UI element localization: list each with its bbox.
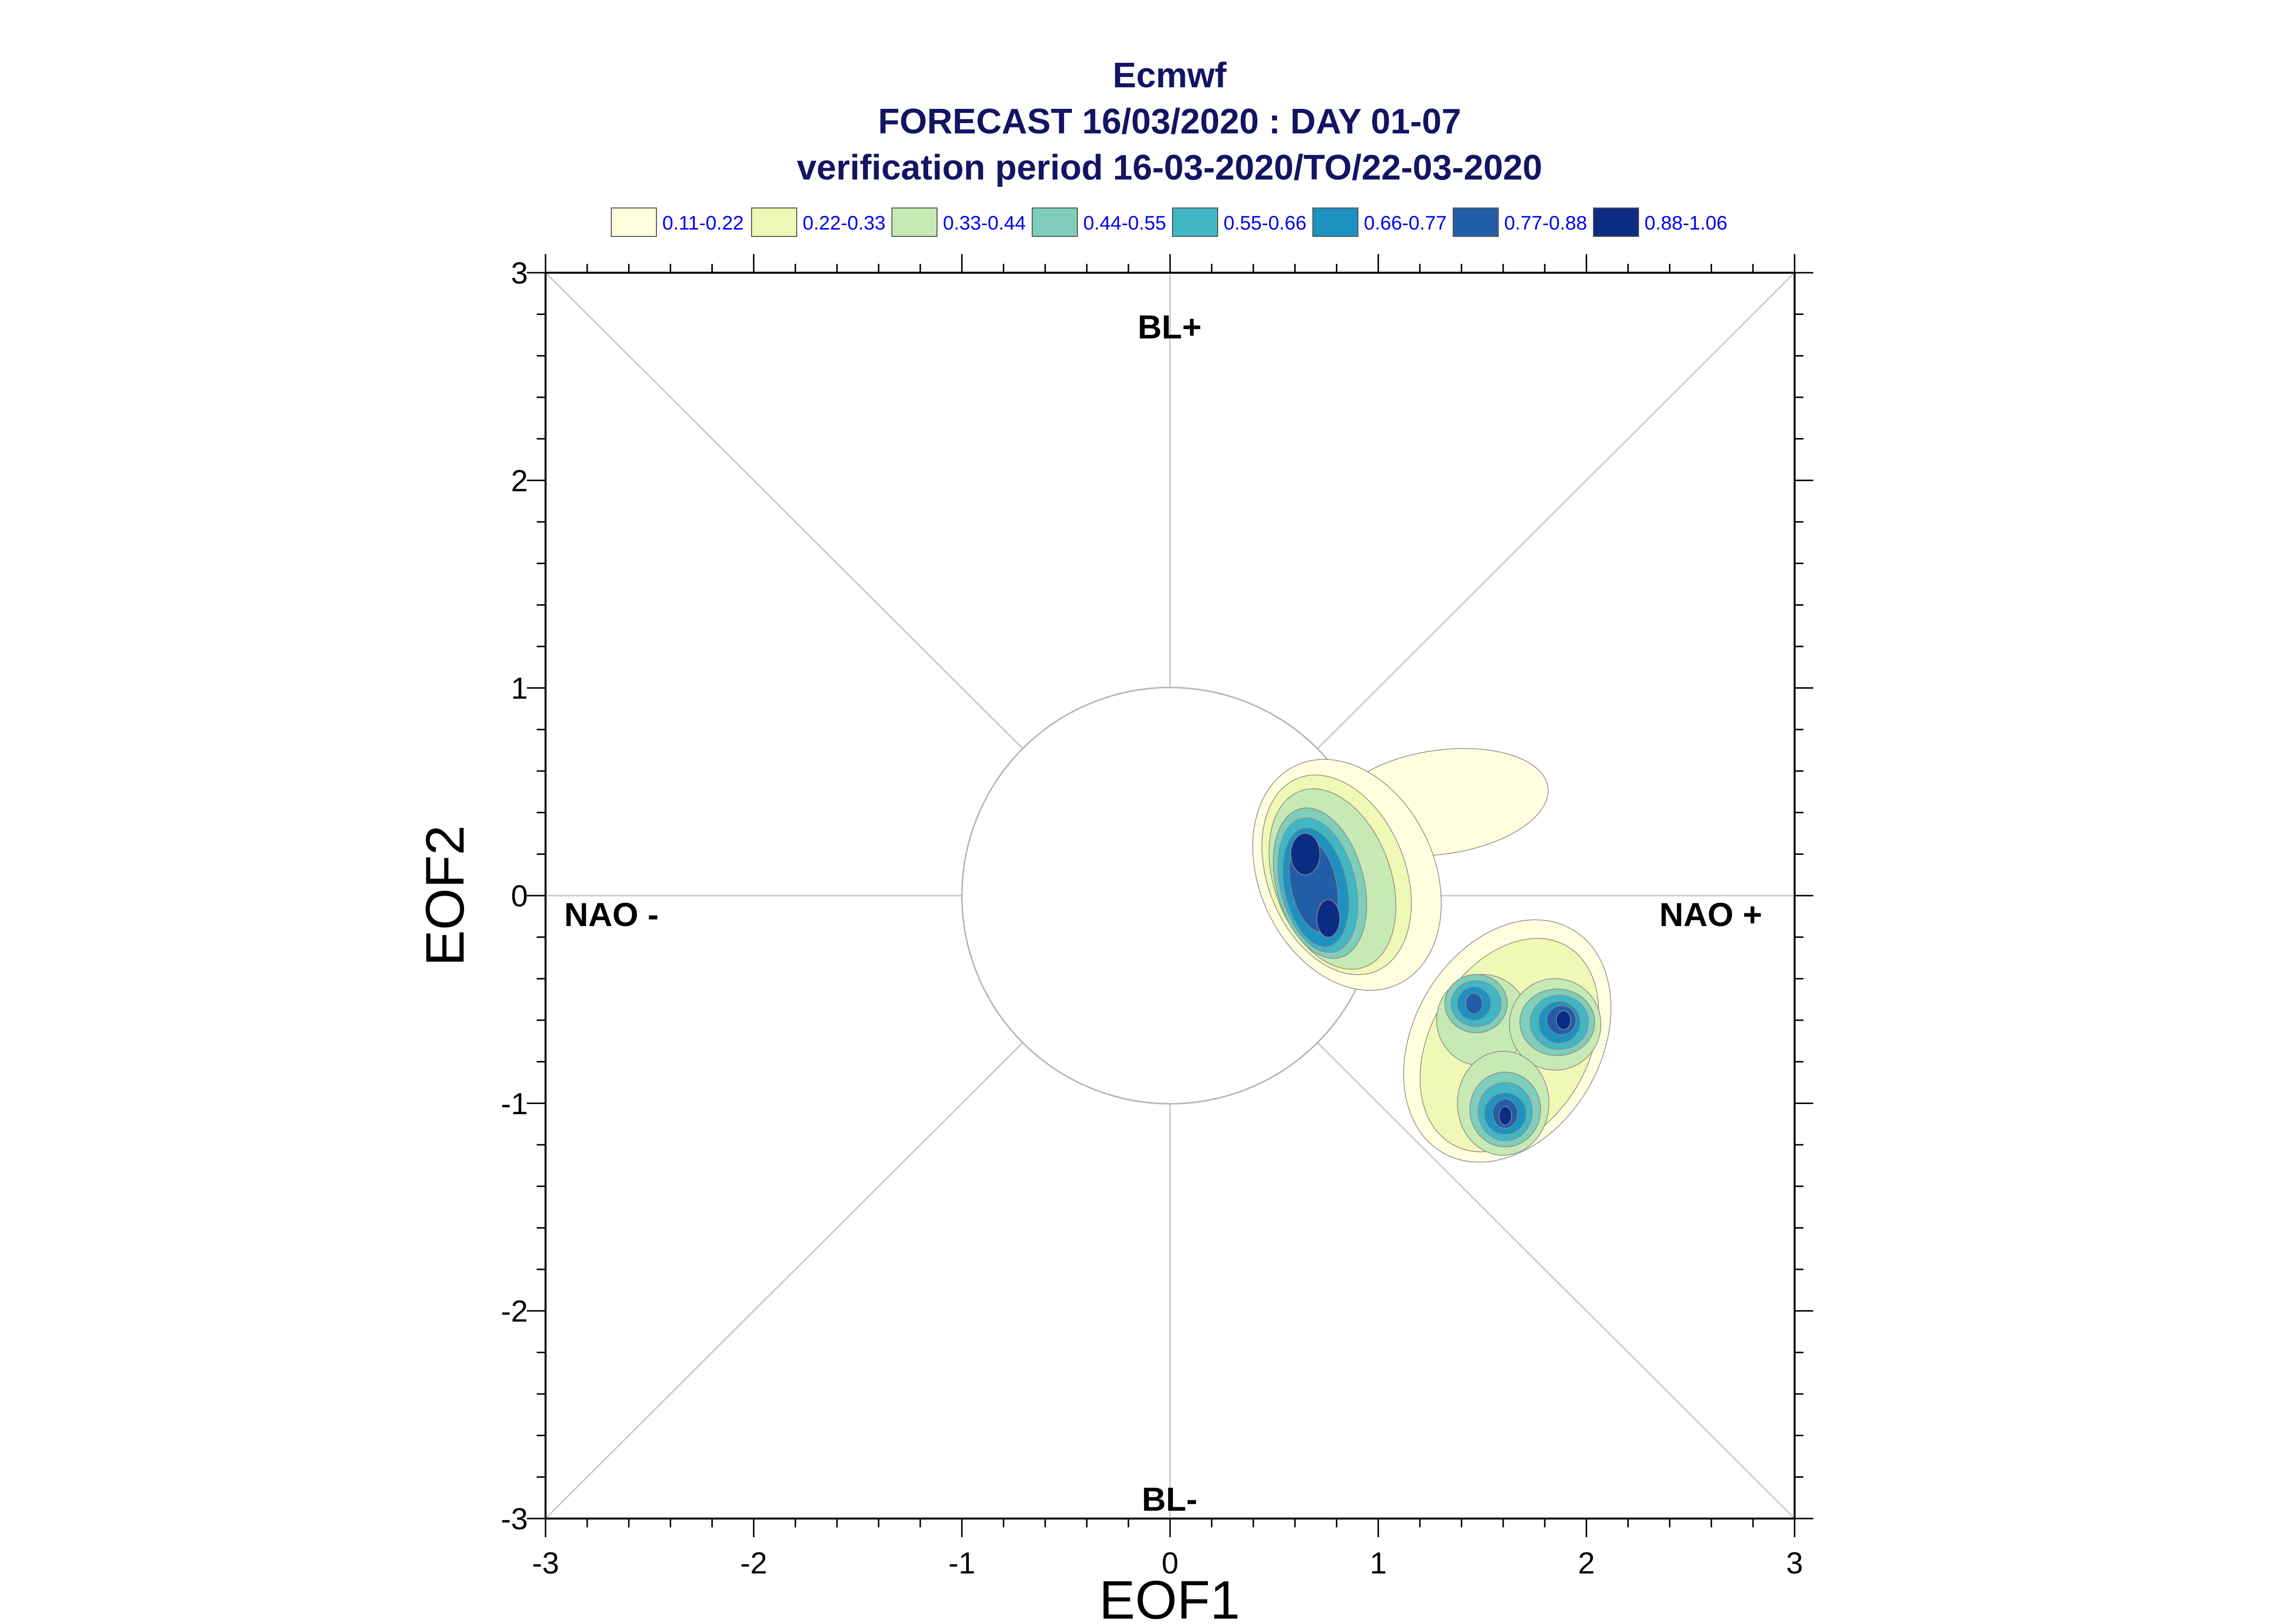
- contour-level-7: [1316, 899, 1340, 938]
- legend-label: 0.44-0.55: [1083, 212, 1166, 234]
- regime-label-nao-plus: NAO +: [1659, 896, 1762, 933]
- legend-swatch: [1312, 207, 1358, 237]
- contour-level-7: [1290, 833, 1321, 876]
- y-tick-label: 3: [511, 257, 528, 290]
- title-line-1: Ecmwf: [1113, 56, 1227, 95]
- legend-swatch: [751, 207, 797, 237]
- y-tick-label: -3: [501, 1502, 528, 1536]
- y-tick-label: -2: [501, 1295, 528, 1329]
- x-tick-label: 3: [1786, 1547, 1803, 1580]
- y-tick-label: 1: [511, 672, 528, 706]
- y-axis-title: EOF2: [415, 825, 475, 966]
- title-line-3: verification period 16-03-2020/TO/22-03-…: [797, 148, 1542, 187]
- legend-label: 0.33-0.44: [943, 212, 1026, 234]
- y-tick-label: 0: [511, 879, 528, 913]
- legend-label: 0.11-0.22: [662, 212, 744, 234]
- legend-label: 0.66-0.77: [1364, 212, 1447, 234]
- guide-lines: [545, 272, 1796, 1520]
- x-tick-label: 1: [1370, 1547, 1386, 1580]
- y-tick-label: -1: [501, 1087, 528, 1121]
- legend-swatch: [1172, 207, 1218, 237]
- regime-label-bl-plus: BL+: [1138, 309, 1201, 346]
- regime-label-bl-minus: BL-: [1142, 1481, 1197, 1518]
- axis-ticks: -3 -2 -1 0 1 2 3 3 2 1 0 -1 -2 -3: [501, 254, 1813, 1580]
- legend-swatch: [1453, 207, 1499, 237]
- legend: 0.11-0.22 0.22-0.33 0.33-0.44 0.44-0.55 0.55…: [611, 207, 1727, 237]
- x-tick-label: -3: [532, 1547, 559, 1580]
- title-line-2: FORECAST 16/03/2020 : DAY 01-07: [878, 102, 1461, 141]
- contour-level-7: [1498, 1106, 1512, 1126]
- legend-swatch: [891, 207, 938, 237]
- regime-label-nao-minus: NAO -: [564, 896, 659, 933]
- legend-swatch: [1032, 207, 1078, 237]
- contour-cluster-upper: [1252, 748, 1549, 991]
- legend-swatch: [611, 207, 657, 237]
- legend-swatch: [1593, 207, 1639, 237]
- legend-label: 0.88-1.06: [1644, 212, 1727, 234]
- plot-area: -3 -2 -1 0 1 2 3 3 2 1 0 -1 -2 -3 BL+ BL- NAO - NAO +: [501, 254, 1813, 1580]
- legend-label: 0.22-0.33: [803, 212, 886, 234]
- y-tick-label: 2: [511, 464, 528, 498]
- contour-level-7: [1556, 1010, 1571, 1030]
- legend-label: 0.77-0.88: [1504, 212, 1587, 234]
- legend-label: 0.55-0.66: [1224, 212, 1306, 234]
- x-tick-label: 2: [1578, 1547, 1594, 1580]
- x-tick-label: -2: [740, 1547, 767, 1580]
- x-axis-title: EOF1: [1099, 1570, 1240, 1624]
- regime-labels: BL+ BL- NAO - NAO +: [564, 309, 1762, 1518]
- x-tick-label: -1: [948, 1547, 975, 1580]
- contour-cluster-lower: [1403, 919, 1612, 1163]
- density-contours: [1252, 748, 1612, 1163]
- x-tick-label: 0: [1162, 1547, 1178, 1580]
- contour-level-6: [1465, 993, 1483, 1015]
